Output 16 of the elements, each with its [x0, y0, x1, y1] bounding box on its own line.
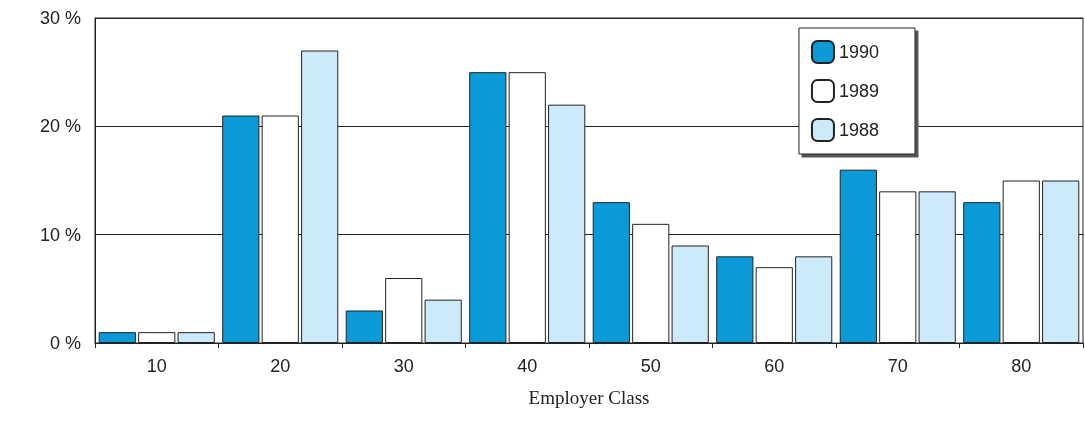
y-tick-label: 10 %: [39, 224, 81, 245]
x-tick-label: 50: [640, 356, 661, 376]
y-tick-label: 30 %: [39, 8, 81, 28]
legend-label: 1988: [838, 120, 879, 140]
x-tick-label: 70: [887, 356, 908, 376]
x-tick-label: 20: [270, 356, 291, 376]
x-tick-label: 60: [764, 356, 785, 376]
y-tick-label: 20 %: [39, 116, 81, 137]
legend-label: 1989: [838, 81, 879, 101]
legend-label: 1990: [838, 42, 879, 62]
x-tick-label: 40: [517, 356, 538, 376]
x-tick-label: 10: [146, 356, 167, 376]
y-tick-label: 0 %: [49, 333, 81, 353]
x-axis-title: Employer Class: [528, 387, 650, 408]
x-tick-label: 30: [393, 356, 414, 376]
x-tick-label: 80: [1011, 356, 1032, 376]
